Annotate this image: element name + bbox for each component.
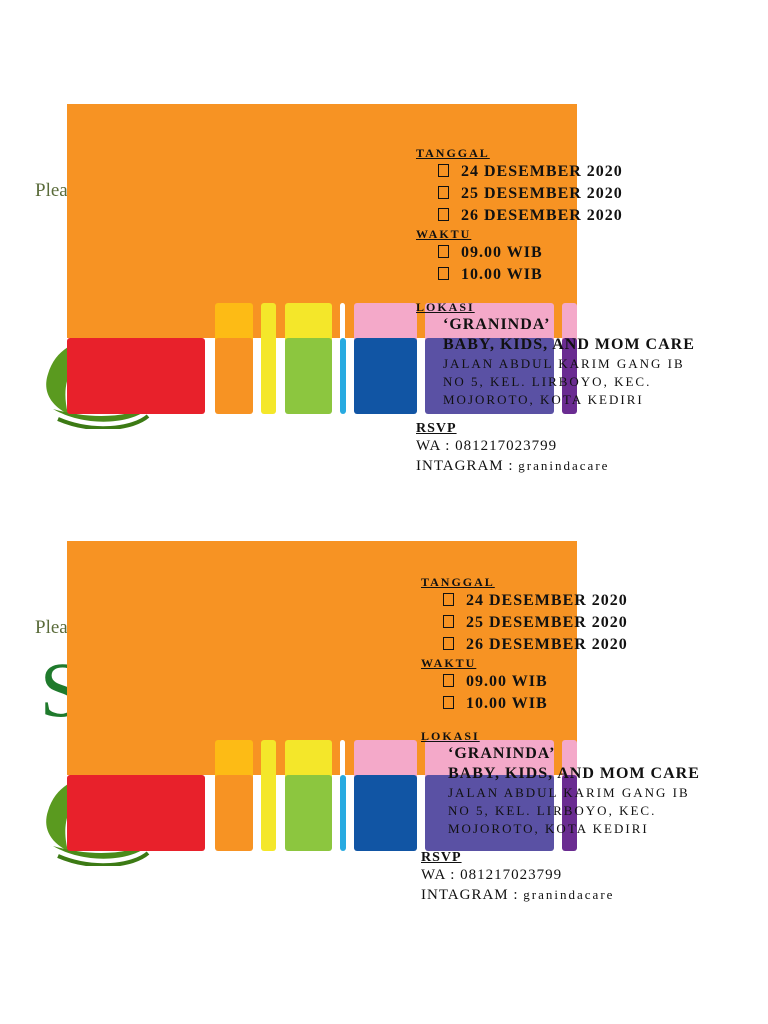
checkbox-icon — [443, 637, 454, 650]
checkbox-icon — [443, 696, 454, 709]
orange-panel — [67, 541, 577, 775]
color-bar — [354, 775, 417, 851]
color-bar-top — [285, 303, 332, 343]
checkbox-icon — [443, 615, 454, 628]
color-bar — [562, 775, 577, 851]
checkbox-icon — [438, 186, 449, 199]
address-line: JALAN ABDUL KARIM GANG IB — [443, 356, 685, 371]
color-bar-top — [354, 303, 417, 343]
color-bar — [215, 775, 253, 851]
color-bar — [285, 338, 332, 414]
address-line: MOJOROTO, KOTA KEDIRI — [448, 821, 649, 836]
date-text: 26 DESEMBER 2020 — [461, 207, 623, 224]
event-details: TANGGAL 24 DESEMBER 2020 25 DESEMBER 202… — [416, 146, 695, 476]
venue-name: ‘GRANINDA’ — [443, 316, 551, 333]
color-bar-top — [261, 740, 276, 780]
instagram-line: INTAGRAM : granindacare — [416, 456, 695, 476]
event-details: TANGGAL 24 DESEMBER 2020 25 DESEMBER 202… — [421, 575, 700, 905]
color-bar — [261, 775, 276, 851]
color-bar-top — [261, 303, 276, 343]
color-bar — [215, 338, 253, 414]
date-text: 24 DESEMBER 2020 — [466, 592, 628, 609]
color-bar — [261, 338, 276, 414]
color-bar-top — [215, 740, 253, 780]
checkbox-icon — [443, 593, 454, 606]
color-bar — [354, 338, 417, 414]
instagram-handle: granindacare — [518, 458, 610, 473]
lokasi-label: LOKASI — [421, 729, 480, 743]
date-text: 24 DESEMBER 2020 — [461, 163, 623, 180]
color-bar — [340, 338, 346, 414]
date-item: 26 DESEMBER 2020 — [438, 205, 695, 227]
color-bar — [67, 338, 205, 414]
checkbox-icon — [438, 245, 449, 258]
wa-line: WA : 081217023799 — [421, 867, 563, 883]
rsvp-label: RSVP — [421, 850, 462, 865]
checkbox-icon — [438, 267, 449, 280]
color-bar-top — [562, 740, 577, 780]
background-partial-text: Plea — [35, 180, 68, 201]
time-item: 10.00 WIB — [443, 693, 700, 715]
instagram-prefix: INTAGRAM : — [421, 887, 524, 903]
waktu-label: WAKTU — [421, 656, 477, 670]
checkbox-icon — [443, 674, 454, 687]
leaf-logo-icon — [46, 776, 153, 866]
venue-subtitle: BABY, KIDS, AND MOM CARE — [443, 336, 695, 353]
checkbox-icon — [438, 208, 449, 221]
wa-line: WA : 081217023799 — [416, 438, 558, 454]
color-bar — [340, 775, 346, 851]
time-item: 10.00 WIB — [438, 264, 695, 286]
date-text: 25 DESEMBER 2020 — [466, 614, 628, 631]
invitation-card-2: Plea S TANGGAL 24 DESEMBER 2020 25 DESEM… — [0, 541, 768, 903]
time-text: 10.00 WIB — [461, 266, 543, 283]
instagram-prefix: INTAGRAM : — [416, 458, 519, 474]
date-item: 25 DESEMBER 2020 — [438, 183, 695, 205]
color-bar-top — [354, 740, 417, 780]
venue-name: ‘GRANINDA’ — [448, 745, 556, 762]
date-item: 25 DESEMBER 2020 — [443, 612, 700, 634]
address-line: NO 5, KEL. LIRBOYO, KEC. — [443, 374, 652, 389]
orange-panel — [67, 104, 577, 338]
address-line: JALAN ABDUL KARIM GANG IB — [448, 785, 690, 800]
venue-subtitle: BABY, KIDS, AND MOM CARE — [448, 765, 700, 782]
date-item: 26 DESEMBER 2020 — [443, 634, 700, 656]
color-bar — [425, 338, 554, 414]
address-line: NO 5, KEL. LIRBOYO, KEC. — [448, 803, 657, 818]
date-text: 26 DESEMBER 2020 — [466, 636, 628, 653]
time-text: 09.00 WIB — [466, 673, 548, 690]
color-bar — [285, 775, 332, 851]
date-item: 24 DESEMBER 2020 — [438, 161, 695, 183]
color-bar — [67, 775, 205, 851]
instagram-line: INTAGRAM : granindacare — [421, 885, 700, 905]
instagram-handle: granindacare — [523, 887, 615, 902]
color-bar — [562, 338, 577, 414]
color-bar-top — [562, 303, 577, 343]
rsvp-label: RSVP — [416, 421, 457, 436]
color-bar-top — [425, 740, 554, 780]
date-item: 24 DESEMBER 2020 — [443, 590, 700, 612]
date-text: 25 DESEMBER 2020 — [461, 185, 623, 202]
color-bar-top — [340, 303, 345, 343]
leaf-logo-icon — [46, 339, 153, 429]
background-partial-text: Plea — [35, 617, 68, 638]
checkbox-icon — [438, 164, 449, 177]
color-bar-top — [340, 740, 345, 780]
tanggal-label: TANGGAL — [421, 575, 495, 589]
time-item: 09.00 WIB — [438, 242, 695, 264]
time-text: 09.00 WIB — [461, 244, 543, 261]
address-line: MOJOROTO, KOTA KEDIRI — [443, 392, 644, 407]
tanggal-label: TANGGAL — [416, 146, 490, 160]
waktu-label: WAKTU — [416, 227, 472, 241]
color-bar — [425, 775, 554, 851]
time-text: 10.00 WIB — [466, 695, 548, 712]
invitation-card-1: Plea TANGGAL 24 DESEMBER 2020 25 DESEMBE… — [0, 104, 768, 474]
time-item: 09.00 WIB — [443, 671, 700, 693]
color-bar-top — [425, 303, 554, 343]
lokasi-label: LOKASI — [416, 300, 475, 314]
color-bar-top — [285, 740, 332, 780]
color-bar-top — [215, 303, 253, 343]
